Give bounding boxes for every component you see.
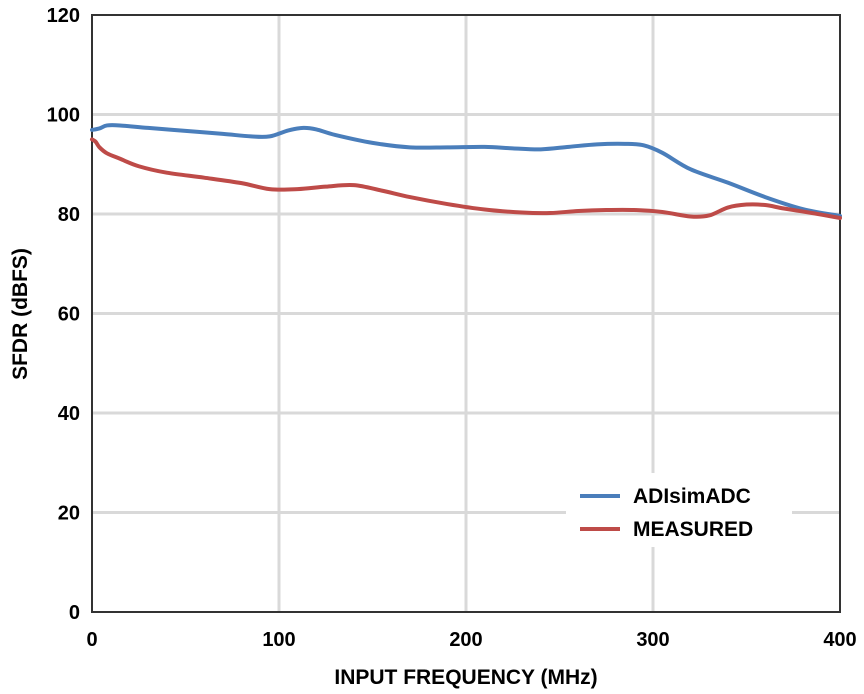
x-axis-title: INPUT FREQUENCY (MHz) xyxy=(334,666,597,689)
y-tick-label: 60 xyxy=(58,304,80,326)
data-series xyxy=(90,123,842,220)
x-tick-label: 400 xyxy=(823,629,856,651)
legend: ADIsimADC MEASURED xyxy=(566,473,792,547)
tick-labels: 0 100 200 300 400 0 20 40 60 80 100 120 xyxy=(47,5,857,651)
legend-label-measured: MEASURED xyxy=(633,518,753,541)
x-tick-label: 300 xyxy=(636,629,669,651)
y-axis-title: SFDR (dBFS) xyxy=(9,248,32,380)
series-line-adisimadc xyxy=(90,123,842,218)
series-line-measured xyxy=(90,137,842,220)
y-tick-label: 20 xyxy=(58,503,80,525)
y-tick-label: 80 xyxy=(58,204,80,226)
legend-background xyxy=(566,473,792,547)
y-tick-label: 100 xyxy=(47,105,80,127)
plot-frame xyxy=(91,14,841,613)
y-tick-label: 40 xyxy=(58,403,80,425)
legend-label-adisimadc: ADIsimADC xyxy=(633,485,751,508)
axes xyxy=(91,14,841,613)
x-tick-label: 0 xyxy=(86,629,97,651)
x-tick-label: 200 xyxy=(449,629,482,651)
y-tick-label: 0 xyxy=(69,602,80,624)
grid-lines xyxy=(92,15,840,612)
x-tick-label: 100 xyxy=(262,629,295,651)
y-tick-label: 120 xyxy=(47,5,80,27)
